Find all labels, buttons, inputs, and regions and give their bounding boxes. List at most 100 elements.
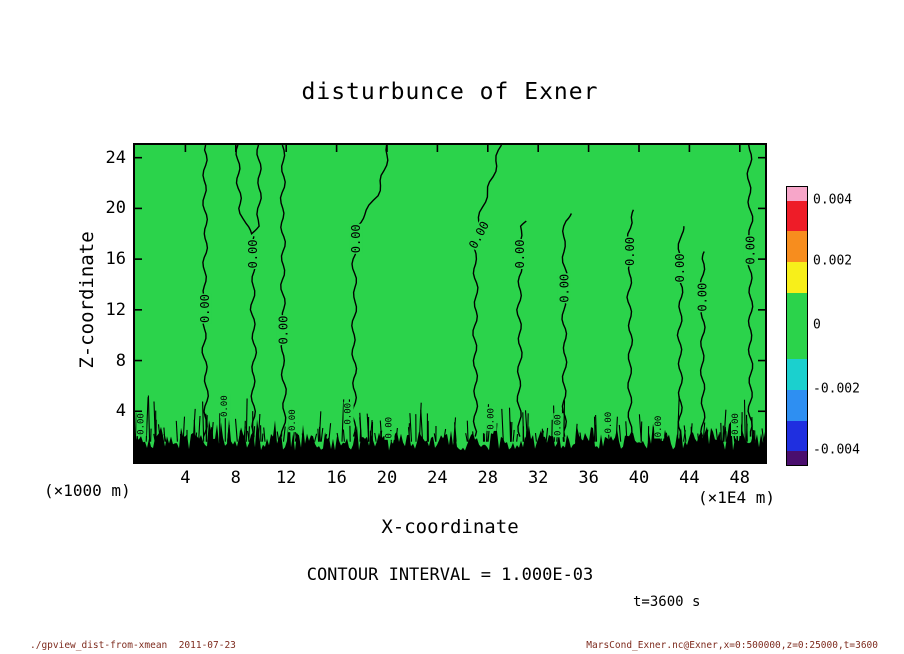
turbulent-spike [320, 427, 324, 442]
turbulent-spike [244, 420, 246, 442]
x-axis-label: X-coordinate [381, 516, 519, 538]
turbulent-spike [318, 411, 322, 442]
turbulent-spike [210, 427, 213, 442]
turbulent-spike [516, 434, 519, 442]
turbulent-spike [317, 428, 320, 442]
turbulent-spike [207, 433, 210, 442]
contour-label: 0.00 [343, 401, 354, 426]
x-tick-label: 16 [326, 468, 347, 488]
turbulent-spike [276, 431, 280, 442]
colorbar-band [787, 451, 807, 465]
colorbar-band [787, 187, 807, 201]
turbulent-spike [618, 424, 622, 442]
colorbar-band [787, 231, 807, 263]
turbulent-spike [433, 433, 437, 442]
contour-label: 0.00 [466, 218, 492, 252]
contour-label: 0.00 [486, 406, 497, 431]
colorbar-band [787, 359, 807, 390]
turbulent-spike [625, 421, 628, 442]
y-tick-label: 24 [105, 147, 126, 168]
x-tick-label: 4 [180, 468, 191, 488]
turbulent-spike [369, 419, 373, 442]
svg-text:0.00: 0.00 [731, 413, 741, 435]
turbulent-spike [508, 407, 512, 442]
colorbar-tick-label: -0.004 [813, 442, 860, 458]
turbulent-spike [341, 399, 345, 442]
svg-text:0.00: 0.00 [604, 412, 614, 434]
turbulent-spike [263, 427, 266, 442]
svg-text:0.00: 0.00 [487, 408, 497, 430]
turbulent-spike [261, 433, 264, 442]
turbulent-spike [210, 422, 214, 442]
turbulent-spike [595, 414, 598, 442]
turbulent-spike [743, 399, 746, 442]
svg-text:0.00: 0.00 [673, 254, 687, 283]
zero-contour-line [472, 145, 503, 437]
x-tick-label: 36 [578, 468, 599, 488]
turbulent-spike [615, 416, 618, 442]
turbulent-spike [153, 401, 156, 442]
turbulent-spike [227, 425, 230, 442]
y-tick-label: 16 [105, 249, 126, 270]
turbulent-layer [135, 412, 765, 462]
turbulent-spike [409, 413, 413, 442]
turbulent-spike [395, 427, 398, 442]
contour-label: 0.00 [384, 415, 395, 440]
turbulent-spike [715, 428, 719, 442]
svg-text:0.00: 0.00 [553, 414, 563, 436]
turbulent-spike [728, 431, 732, 442]
turbulent-spike [761, 428, 765, 442]
colorbar [786, 186, 808, 466]
turbulent-spike [453, 417, 457, 442]
turbulent-spike [740, 431, 743, 442]
svg-text:0.00: 0.00 [513, 240, 527, 269]
svg-text:0.00: 0.00 [385, 417, 395, 439]
turbulent-spike [147, 395, 151, 442]
colorbar-band [787, 262, 807, 293]
turbulent-spike [465, 433, 468, 442]
contour-label: 0.00 [623, 236, 637, 267]
svg-text:0.00: 0.00 [136, 413, 146, 435]
colorbar-tick-label: 0.004 [813, 192, 853, 208]
turbulent-spike [245, 398, 248, 442]
turbulent-spike [697, 433, 700, 442]
x-tick-label: 40 [628, 468, 650, 488]
colorbar-band [787, 200, 807, 232]
x-tick-label: 12 [275, 468, 297, 488]
colorbar-band [787, 389, 807, 421]
turbulent-spike [665, 432, 669, 442]
plot-area: 0.00 0.00 0.00 0.00 0.00 0.00 0.00 0.00 0.00 0.00… [133, 143, 767, 464]
contour-label: 0.00 [513, 239, 527, 269]
turbulent-spike [354, 431, 357, 442]
x-tick-label: 48 [729, 468, 751, 488]
colorbar-tick-label: 0 [813, 317, 821, 333]
time-annotation: t=3600 s [633, 594, 701, 610]
turbulent-spike [510, 421, 513, 442]
turbulent-spike [198, 415, 201, 442]
turbulent-spike [524, 410, 529, 442]
contour-label: 0.00 [276, 315, 290, 346]
turbulent-spike [202, 401, 205, 442]
svg-text:0.00: 0.00 [654, 416, 664, 438]
turbulent-spike [512, 429, 515, 442]
contour-label: 0.00 [220, 394, 230, 419]
turbulent-spike [495, 423, 498, 442]
turbulent-spike [252, 426, 256, 442]
turbulent-spike [318, 426, 321, 442]
zero-contour-line [235, 145, 262, 236]
svg-text:0.00: 0.00 [246, 240, 260, 269]
turbulent-spike [175, 420, 178, 442]
zero-contour-line [279, 145, 287, 437]
turbulent-spike [163, 427, 166, 442]
x-tick-label: 32 [527, 468, 549, 488]
turbulent-spike [683, 425, 687, 442]
y-tick-label: 20 [105, 198, 126, 219]
contour-label: 0.00 [603, 410, 614, 435]
zero-contour-line [746, 145, 754, 437]
turbulent-spike [407, 427, 411, 442]
contour-label: 0.00 [654, 414, 665, 439]
turbulent-spike [418, 402, 422, 442]
contour-label: 0.00 [349, 223, 363, 254]
turbulent-spike [150, 428, 152, 442]
svg-text:0.00: 0.00 [557, 274, 571, 303]
